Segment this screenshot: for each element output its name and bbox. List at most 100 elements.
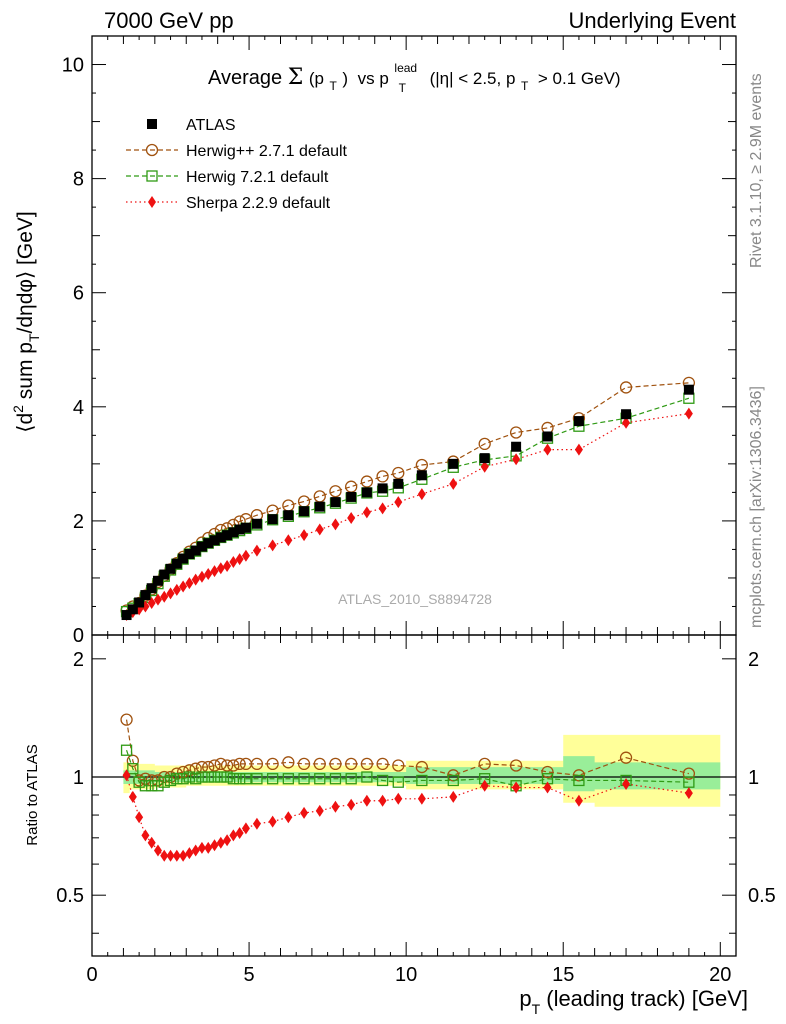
data-point [185,847,194,860]
data-point [394,496,403,509]
data-point [478,757,491,771]
data-point [480,460,489,473]
legend-label: ATLAS [186,117,236,134]
x-tick-label: 20 [709,964,731,986]
title-prefix: Average [208,67,282,89]
data-point [574,794,583,807]
data-point [221,771,233,783]
data-point [228,527,239,538]
data-point [621,409,632,420]
data-point [393,478,404,489]
data-point [120,713,133,726]
legend-marker [146,170,158,182]
data-point [573,774,585,787]
data-point [152,780,164,792]
series-line [126,413,689,616]
ratio-bands [92,734,736,807]
data-point [252,817,261,830]
y-tick-label: 0 [73,625,84,647]
ratio-y-tick-label-right: 1 [748,767,759,789]
title-pt: (p [309,69,324,88]
data-point [360,475,374,488]
data-point [241,549,250,562]
data-point [210,565,219,578]
x-tick-label: 15 [552,964,574,986]
data-point [416,470,427,481]
ratio-y-axis-label: Ratio to ATLAS [24,744,41,845]
title-cuts-sub: T [521,79,529,93]
x-tick-label: 10 [395,964,417,986]
data-point [313,757,326,771]
data-point [159,569,170,580]
data-point [376,470,389,483]
main-series-herwig-7-2-1-default [120,392,695,618]
data-point [133,776,145,788]
data-point [120,744,133,756]
data-point [210,839,219,852]
data-point [223,559,232,572]
data-point [619,751,633,764]
data-point [622,416,631,429]
y-tick-label: 2 [73,511,84,533]
data-point [172,849,181,862]
data-point [227,773,240,785]
data-point [345,480,358,493]
data-point [229,829,238,842]
data-point [208,771,221,783]
data-point [392,776,404,788]
data-point [220,759,234,772]
data-point [166,849,175,862]
data-point [480,779,489,792]
data-point [331,518,340,531]
data-point [227,759,240,772]
data-point [128,790,137,803]
data-point [360,757,374,771]
data-point [378,794,387,807]
data-point [251,773,263,785]
data-point [345,757,358,771]
analysis-watermark: ATLAS_2010_S8894728 [338,591,492,607]
main-y-axis-label: ⟨d2 sum pT/dηdφ⟩ [GeV] [10,211,42,432]
title-sigma: Σ [288,65,304,90]
legend: ATLAS Herwig++ 2.7.1 default Herwig 7.2.1 … [126,117,348,212]
data-point [543,443,552,456]
data-point [329,773,342,785]
x-axis-label: pT (leading track) [GeV] [519,986,748,1017]
data-point [215,771,227,783]
ratio-series-sherpa-2-2-9-default [122,769,693,862]
data-point [266,773,279,785]
legend-marker [148,196,156,208]
data-point [197,841,206,854]
data-point [121,610,132,621]
data-point [284,811,293,824]
data-point [362,506,371,519]
data-point [141,829,150,842]
data-point [347,512,356,525]
data-point [329,485,342,498]
data-point [300,529,309,542]
data-point [299,506,310,517]
data-point [509,426,523,439]
data-point [574,443,583,456]
data-point [216,562,225,575]
data-point [394,792,403,805]
data-point [512,453,521,466]
data-point [183,771,196,783]
data-point [153,593,162,606]
plot-frames [91,35,737,957]
data-point [314,773,326,785]
ratio-band-inner [123,756,721,792]
main-series-sherpa-2-2-9-default [122,407,693,622]
data-point [684,787,693,800]
data-point [233,773,246,785]
data-point [361,771,373,783]
data-point [683,384,694,395]
data-point [240,773,252,785]
data-point [183,764,196,777]
data-point [511,441,522,452]
main-series-atlas [121,384,694,621]
data-point [543,781,552,794]
data-point [164,774,177,787]
data-point [203,538,214,549]
data-point [146,583,157,594]
